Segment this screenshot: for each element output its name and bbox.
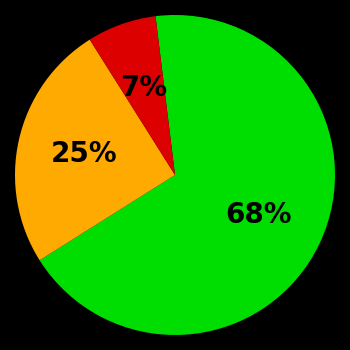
Wedge shape	[15, 40, 175, 260]
Text: 25%: 25%	[51, 140, 118, 168]
Text: 68%: 68%	[226, 201, 292, 229]
Wedge shape	[90, 16, 175, 175]
Text: 7%: 7%	[120, 74, 167, 102]
Wedge shape	[40, 15, 335, 335]
